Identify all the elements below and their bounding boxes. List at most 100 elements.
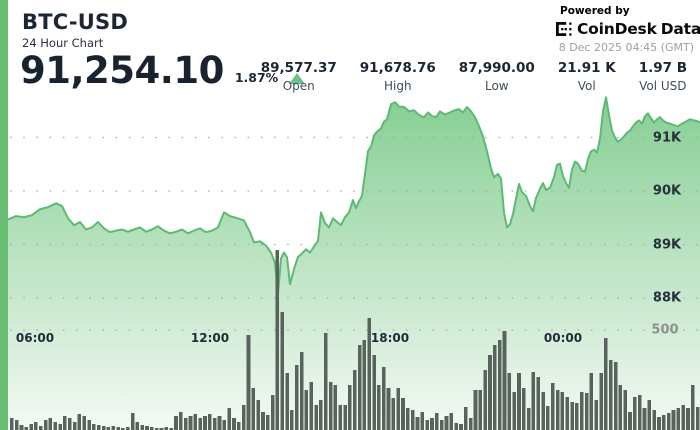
- volume-bar: [10, 418, 14, 430]
- stat-value: 87,990.00: [458, 60, 535, 76]
- volume-bar: [121, 428, 125, 430]
- volume-bar: [512, 392, 516, 430]
- volume-bar: [662, 415, 666, 430]
- volume-bar: [198, 418, 202, 430]
- stat-label: Low: [484, 79, 509, 93]
- volume-bar: [280, 312, 285, 430]
- volume-bar: [676, 408, 681, 430]
- volume-bar: [507, 373, 512, 430]
- volume-bar: [604, 338, 608, 430]
- volume-bar: [584, 393, 589, 430]
- stat-value: 91,678.76: [359, 60, 436, 76]
- volume-bar: [531, 372, 536, 430]
- volume-bar: [179, 412, 183, 430]
- volume-bar: [560, 392, 565, 430]
- volume-bar: [135, 422, 140, 430]
- volume-bar: [546, 406, 550, 430]
- volume-bar: [493, 345, 497, 430]
- volume-bar: [237, 422, 241, 430]
- volume-bar: [551, 383, 555, 430]
- up-triangle-icon: [289, 72, 306, 84]
- chart-subtitle: 24 Hour Chart: [22, 36, 104, 50]
- volume-bar: [24, 427, 29, 430]
- volume-bar: [420, 412, 425, 430]
- volume-bar: [19, 425, 24, 430]
- title-block: BTC-USD 24 Hour Chart: [22, 10, 128, 50]
- volume-bar: [159, 428, 164, 430]
- powered-by-block: Powered by CoinDesk Data 8 Dec 2025 04:4…: [556, 5, 700, 54]
- stat-label: Open: [282, 79, 315, 93]
- volume-bar: [169, 428, 173, 430]
- volume-bar: [183, 418, 188, 430]
- price-line: [7, 96, 700, 295]
- volume-bar: [68, 418, 72, 430]
- volume-bar: [381, 367, 386, 430]
- volume-bar: [657, 417, 661, 430]
- volume-bar: [444, 416, 449, 430]
- volume-bar: [454, 423, 458, 430]
- volume-bar: [222, 420, 227, 430]
- stat-label: Vol: [577, 79, 596, 93]
- symbol-title: BTC-USD: [22, 10, 128, 34]
- volume-bar: [666, 413, 671, 430]
- volume-bar: [101, 426, 106, 430]
- volume-bar: [565, 397, 570, 430]
- coindesk-logo[interactable]: CoinDesk Data: [556, 20, 700, 38]
- stats-row: 89,577.37 Open 91,678.76 High 87,990.00 …: [261, 60, 687, 93]
- volume-bar: [391, 398, 396, 430]
- volume-bar: [695, 407, 700, 430]
- volume-bar: [555, 390, 560, 430]
- volume-bar: [328, 382, 333, 430]
- volume-bar: [517, 373, 521, 430]
- price-area: [8, 97, 700, 430]
- volume-bar: [164, 427, 169, 430]
- volume-bar: [352, 370, 357, 430]
- volume-bar: [401, 398, 405, 430]
- volume-bar: [241, 405, 246, 430]
- volume-bar: [579, 392, 584, 430]
- volume-bar: [522, 388, 526, 430]
- volume-bar: [174, 416, 178, 430]
- volume-bar: [232, 418, 236, 430]
- volume-bar: [82, 416, 87, 430]
- volume-bar: [628, 412, 632, 430]
- volume-bar: [58, 424, 62, 430]
- volume-bar: [642, 408, 647, 430]
- stat-vol-usd: 1.97 B Vol USD: [639, 60, 687, 93]
- volume-bar: [425, 420, 429, 430]
- volume-bar: [150, 427, 154, 430]
- stat-value: 89,577.37: [260, 60, 337, 76]
- volume-bar: [34, 422, 38, 430]
- volume-bar: [188, 416, 193, 430]
- stat-low: 87,990.00 Low: [459, 60, 535, 93]
- volume-bar: [319, 400, 323, 430]
- volume-bar: [290, 410, 294, 430]
- volume-bar: [261, 412, 265, 430]
- volume-bar: [43, 420, 48, 430]
- volume-bar: [502, 331, 507, 430]
- volume-bar: [449, 413, 454, 430]
- stat-open: 89,577.37 Open: [261, 60, 337, 93]
- volume-bar: [270, 395, 275, 430]
- volume-bar: [266, 415, 270, 430]
- volume-bar: [406, 408, 410, 430]
- volume-bar: [483, 370, 487, 430]
- volume-bar: [92, 424, 96, 430]
- volume-bar: [295, 365, 299, 430]
- volume-bar: [53, 422, 58, 430]
- volume-bar: [473, 390, 478, 430]
- volume-bar: [599, 373, 603, 430]
- volume-bar: [613, 362, 618, 430]
- volume-bar: [227, 408, 231, 430]
- volume-bar: [468, 418, 473, 430]
- volume-bar: [647, 400, 652, 430]
- volume-bar: [691, 385, 695, 430]
- volume-bar: [430, 418, 434, 430]
- powered-by-label: Powered by: [560, 5, 630, 17]
- timestamp: 8 Dec 2025 04:45 (GMT): [558, 41, 694, 54]
- volume-bar: [48, 418, 53, 430]
- volume-bar: [145, 426, 149, 430]
- volume-bar: [575, 403, 579, 430]
- volume-bar: [343, 405, 347, 430]
